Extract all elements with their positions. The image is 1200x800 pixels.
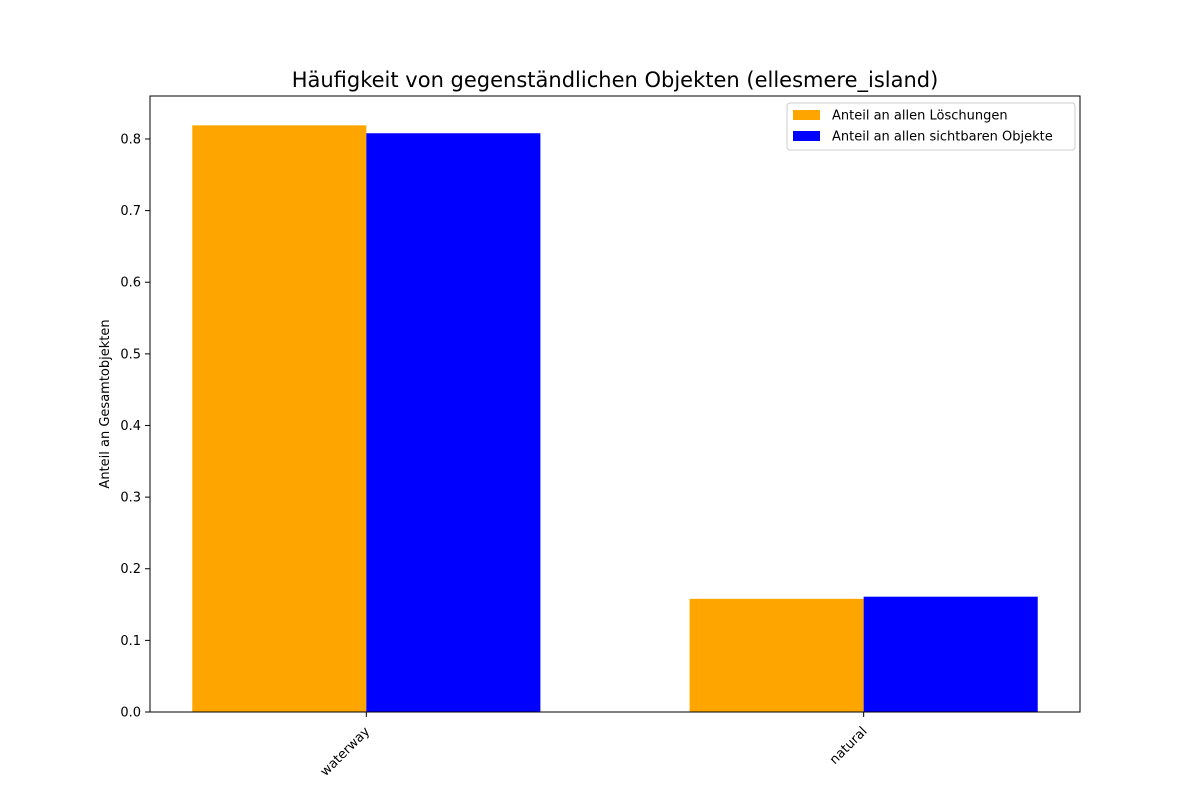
x-tick-label-natural: natural (827, 724, 870, 767)
bar-natural-series-1 (863, 596, 1038, 712)
chart-title: Häufigkeit von gegenständlichen Objekten… (292, 68, 939, 93)
legend-swatch-1 (793, 131, 820, 141)
y-tick-label: 0.3 (120, 491, 141, 506)
axes-frame (149, 95, 1081, 713)
bar-natural-series-0 (689, 598, 864, 712)
y-tick-label: 0.1 (120, 634, 141, 649)
legend-swatch-0 (793, 110, 820, 120)
y-tick-label: 0.0 (120, 706, 141, 721)
y-axis-label: Anteil an Gesamtobjekten (98, 319, 113, 488)
y-tick-label: 0.5 (120, 347, 141, 362)
bar-waterway-series-0 (192, 125, 367, 713)
y-tick-label: 0.6 (120, 276, 141, 291)
plot-area: 0.0 0.1 0.2 0.3 0.4 0.5 0.6 0.7 0.8 waterway natur… (120, 95, 1081, 780)
legend-box (786, 102, 1076, 151)
legend-label-0: Anteil an allen Löschungen (832, 109, 1008, 124)
y-tick-label: 0.7 (120, 204, 141, 219)
y-tick-label: 0.4 (120, 419, 141, 434)
legend-label-1: Anteil an allen sichtbaren Objekte (832, 130, 1053, 145)
legend: Anteil an allen Löschungen Anteil an alle… (786, 102, 1076, 151)
y-tick-label: 0.8 (120, 132, 141, 147)
bar-waterway-series-1 (366, 133, 541, 712)
y-tick-label: 0.2 (120, 562, 141, 577)
x-tick-label-waterway: waterway (318, 724, 374, 780)
